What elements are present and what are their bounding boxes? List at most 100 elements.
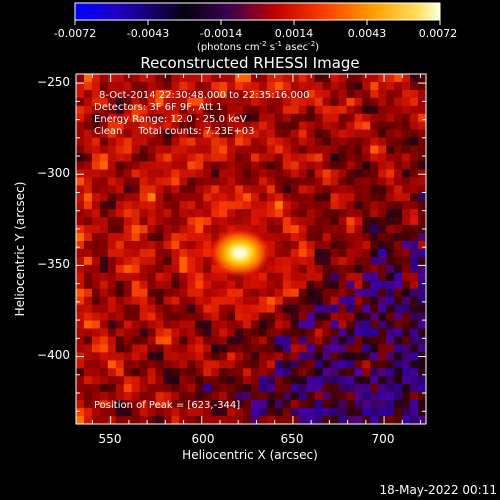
image-pixel	[266, 328, 276, 337]
image-pixel	[107, 105, 117, 115]
image-pixel	[330, 328, 339, 337]
image-pixel	[83, 264, 93, 274]
image-pixel	[195, 74, 204, 83]
image-pixel	[115, 256, 125, 266]
image-pixel	[235, 177, 244, 186]
image-pixel	[290, 384, 300, 393]
image-pixel	[402, 169, 411, 178]
observation-info: 8-Oct-2014 22:30:48.000 to 22:35:16.000 …	[94, 90, 310, 137]
image-pixel	[322, 256, 331, 266]
image-pixel	[370, 280, 379, 290]
image-pixel	[171, 113, 180, 123]
image-pixel	[346, 249, 355, 258]
image-pixel	[370, 256, 379, 266]
image-pixel	[147, 217, 156, 226]
image-pixel	[219, 336, 228, 345]
image-pixel	[306, 408, 315, 417]
image-pixel	[123, 153, 132, 162]
image-pixel	[76, 97, 85, 107]
image-pixel	[179, 296, 188, 305]
image-pixel	[386, 89, 395, 99]
image-pixel	[402, 209, 411, 218]
image-pixel	[362, 89, 371, 99]
image-pixel	[179, 320, 188, 329]
image-pixel	[91, 344, 101, 353]
image-pixel	[227, 360, 236, 369]
image-pixel	[155, 209, 164, 218]
image-pixel	[99, 256, 109, 266]
image-pixel	[346, 336, 355, 345]
image-pixel	[338, 249, 347, 258]
image-pixel	[219, 408, 228, 417]
image-pixel	[282, 384, 292, 393]
image-pixel	[147, 360, 156, 369]
image-pixel	[354, 328, 363, 337]
image-pixel	[123, 272, 132, 282]
image-pixel	[410, 74, 419, 83]
image-pixel	[298, 113, 307, 123]
image-pixel	[83, 145, 93, 154]
image-pixel	[378, 312, 387, 321]
image-pixel	[386, 408, 395, 417]
image-pixel	[147, 145, 156, 154]
image-pixel	[76, 368, 85, 377]
image-pixel	[187, 408, 196, 417]
x-tick-label: 650	[281, 432, 304, 446]
image-pixel	[115, 81, 125, 91]
image-pixel	[163, 169, 172, 178]
image-pixel	[227, 376, 236, 385]
image-pixel	[195, 81, 204, 91]
image-pixel	[243, 360, 252, 369]
image-pixel	[354, 145, 363, 154]
image-pixel	[362, 74, 371, 83]
image-pixel	[163, 368, 172, 377]
image-pixel	[386, 193, 395, 202]
image-pixel	[330, 217, 339, 226]
image-pixel	[394, 360, 403, 369]
image-pixel	[203, 129, 212, 138]
image-pixel	[418, 89, 426, 99]
image-pixel	[394, 225, 403, 234]
image-pixel	[298, 312, 307, 321]
image-pixel	[99, 408, 109, 417]
image-pixel	[179, 352, 188, 361]
image-pixel	[179, 74, 188, 83]
image-pixel	[243, 368, 252, 377]
image-pixel	[203, 137, 212, 146]
image-pixel	[298, 177, 307, 186]
colorbar-tick-labels: -0.0072 -0.0043 -0.0014 0.0014 0.0043 0.…	[54, 27, 457, 40]
image-pixel	[410, 153, 419, 162]
image-pixel	[306, 169, 315, 178]
image-pixel	[418, 161, 426, 170]
image-pixel	[370, 193, 379, 202]
image-pixel	[243, 129, 252, 138]
image-pixel	[386, 384, 395, 393]
colorbar: -0.0072 -0.0043 -0.0014 0.0014 0.0043 0.…	[54, 2, 457, 53]
image-pixel	[410, 209, 419, 218]
image-pixel	[99, 320, 109, 329]
image-pixel	[338, 344, 347, 353]
image-pixel	[76, 320, 85, 329]
image-pixel	[235, 352, 244, 361]
image-pixel	[338, 161, 347, 170]
image-pixel	[378, 280, 387, 290]
image-pixel	[258, 105, 268, 115]
image-pixel	[187, 161, 196, 170]
image-pixel	[219, 145, 228, 154]
image-pixel	[123, 201, 132, 210]
image-pixel	[99, 137, 109, 146]
image-pixel	[346, 352, 355, 361]
image-pixel	[115, 312, 125, 321]
image-pixel	[203, 320, 212, 329]
image-pixel	[227, 145, 236, 154]
image-pixel	[155, 296, 164, 305]
image-pixel	[76, 209, 85, 218]
image-pixel	[219, 400, 228, 409]
image-pixel	[418, 336, 426, 345]
image-pixel	[314, 225, 323, 234]
axis-ticks	[76, 74, 426, 424]
image-pixel	[298, 209, 307, 218]
image-pixel	[346, 296, 355, 305]
image-pixel	[338, 169, 347, 178]
image-pixel	[330, 97, 339, 107]
